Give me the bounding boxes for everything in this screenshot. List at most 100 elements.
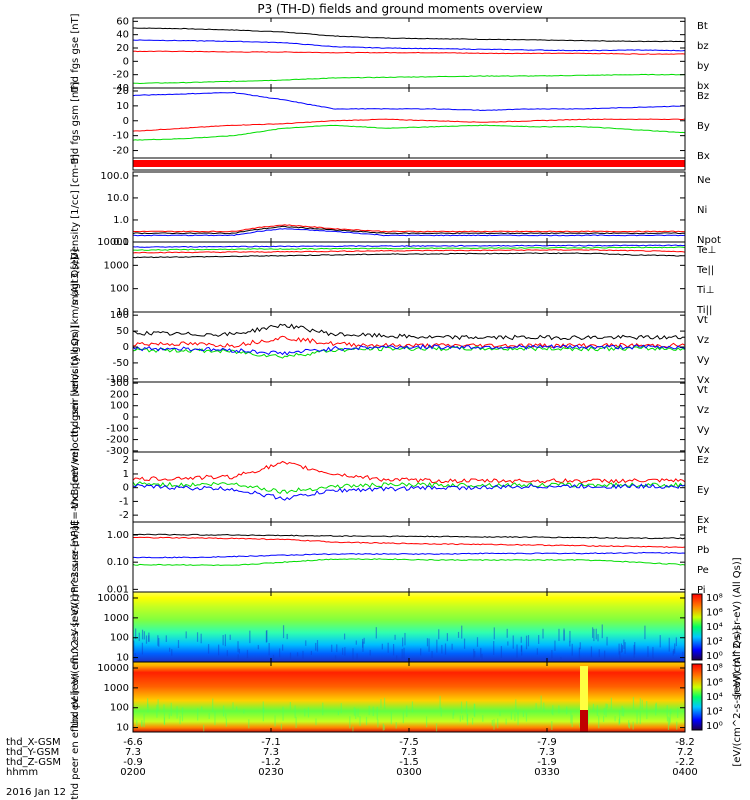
x-row-value: 7.3 bbox=[539, 747, 555, 758]
spectrogram-texture bbox=[444, 643, 447, 655]
spectrogram-texture bbox=[515, 699, 517, 712]
spectrogram-9 bbox=[133, 592, 685, 662]
spectrogram-texture bbox=[377, 719, 379, 728]
colorbar-tick-label: 10⁸ bbox=[706, 663, 723, 674]
spectrogram-texture bbox=[473, 703, 475, 717]
spectrogram-texture bbox=[369, 649, 371, 656]
x-row-value: 7.2 bbox=[677, 747, 693, 758]
x-row-value: -8.2 bbox=[675, 737, 695, 748]
y-axis-label: E=-VxB [mV/m] bbox=[70, 448, 81, 526]
spectrogram-texture bbox=[579, 642, 581, 650]
spectrogram-texture bbox=[558, 705, 560, 714]
series-line-Te|| bbox=[132, 252, 686, 259]
spectrogram-texture bbox=[305, 640, 307, 646]
spectrogram-texture bbox=[368, 705, 370, 716]
spectrogram-texture bbox=[551, 650, 553, 659]
colorbar-tick-label: 10⁴ bbox=[706, 622, 723, 633]
series-line-Bx bbox=[132, 91, 686, 112]
colorbar-9 bbox=[692, 594, 702, 660]
spectrogram-texture bbox=[143, 713, 145, 728]
spectrogram-texture bbox=[440, 707, 442, 717]
series-line-Te⊥ bbox=[132, 249, 686, 254]
spectrogram-texture bbox=[465, 701, 468, 714]
spectrogram-texture bbox=[592, 627, 594, 638]
spectrogram-texture bbox=[571, 643, 573, 656]
spectrogram-texture bbox=[352, 648, 354, 661]
spectrogram-texture bbox=[426, 638, 429, 647]
spectrogram-texture bbox=[596, 705, 598, 716]
x-row-value: -6.6 bbox=[123, 737, 143, 748]
spectrogram-texture bbox=[598, 649, 600, 658]
spectrogram-texture bbox=[372, 706, 374, 717]
x-row-value: 7.3 bbox=[125, 747, 141, 758]
spectrogram-texture bbox=[147, 698, 149, 708]
spectrogram-texture bbox=[185, 631, 187, 639]
spectrogram-texture bbox=[135, 628, 137, 640]
legend-Pi: Pi bbox=[697, 585, 706, 596]
spectrogram-texture bbox=[587, 713, 589, 724]
spectrogram-texture bbox=[232, 702, 234, 709]
y-tick-label: 20 bbox=[116, 86, 129, 97]
legend-Pe: Pe bbox=[697, 565, 709, 576]
panel-10: 10⁸ 10⁶ 10⁴ 10² 10⁰ [eV/(cm^2-s-sr-eV) (All Q… bbox=[70, 594, 743, 799]
legend-Ti⊥: Ti⊥ bbox=[696, 285, 714, 296]
spectrogram-texture bbox=[438, 629, 440, 640]
spectrogram-texture bbox=[480, 647, 482, 658]
spectrogram-texture bbox=[666, 705, 668, 717]
x-row-value: -0.9 bbox=[123, 757, 143, 768]
y-tick-label: -100 bbox=[106, 374, 129, 385]
spectrogram-texture bbox=[554, 640, 556, 651]
series-line-bx bbox=[132, 39, 686, 52]
spectrogram-texture bbox=[349, 716, 351, 729]
spectrogram-10 bbox=[133, 662, 685, 732]
spectrogram-texture bbox=[566, 706, 568, 715]
spectrogram-texture bbox=[668, 637, 670, 652]
spectrogram-texture bbox=[411, 701, 414, 713]
y-axis-label: Density [1/cc] [cm-3] bbox=[70, 154, 81, 260]
spectrogram-texture bbox=[641, 699, 643, 710]
x-row-label: thd_X-GSM bbox=[6, 737, 61, 748]
spectrogram-texture bbox=[628, 720, 630, 728]
spectrogram-texture bbox=[634, 642, 636, 655]
series-line-Pt bbox=[133, 533, 686, 540]
spectrogram-texture bbox=[272, 654, 275, 662]
spectrogram-texture bbox=[225, 718, 227, 727]
spectrogram-texture bbox=[181, 707, 184, 722]
spectrogram-texture bbox=[266, 630, 268, 643]
spectrogram-texture bbox=[353, 707, 356, 716]
spectrogram-texture bbox=[342, 647, 344, 655]
spectrogram-texture bbox=[431, 650, 433, 658]
y-tick-label: -200 bbox=[106, 435, 129, 446]
spectrogram-texture bbox=[282, 644, 284, 651]
spectrogram-texture bbox=[491, 719, 493, 726]
spectrogram-texture bbox=[289, 652, 292, 662]
panel-2: Bz By Bx 20 10 0 -10 -20 thd fgs gsm [nT] bbox=[70, 82, 710, 165]
legend-Vy: Vy bbox=[697, 355, 710, 366]
spectrogram-texture bbox=[516, 644, 518, 658]
y-tick-label: 100 bbox=[110, 401, 129, 412]
spectrogram-texture bbox=[623, 639, 625, 650]
spectrogram-texture bbox=[675, 637, 677, 647]
spectrogram-texture bbox=[639, 698, 641, 710]
spectrogram-texture bbox=[274, 715, 276, 727]
spectrogram-texture bbox=[673, 649, 675, 654]
spectrogram-texture bbox=[163, 713, 166, 726]
spectrogram-texture bbox=[570, 710, 572, 724]
spectrogram-texture bbox=[439, 695, 441, 710]
spectrogram-texture bbox=[248, 719, 250, 729]
spectrogram-texture bbox=[208, 713, 210, 720]
spectrogram-texture bbox=[310, 650, 312, 655]
series-line-Bz bbox=[132, 118, 686, 132]
y-tick-label: 20 bbox=[116, 43, 129, 54]
spectrogram-texture bbox=[647, 646, 649, 657]
spectrogram-texture bbox=[157, 699, 159, 711]
spectrogram-texture bbox=[403, 647, 405, 659]
spectrogram-texture bbox=[466, 713, 469, 726]
spectrogram-texture bbox=[200, 633, 202, 644]
series-line-Ti⊥ bbox=[132, 244, 686, 248]
panel-frame bbox=[132, 381, 686, 453]
spectrogram-texture bbox=[134, 653, 136, 660]
spectrogram-texture bbox=[457, 631, 460, 638]
spectrogram-texture bbox=[179, 715, 181, 725]
spectrogram-texture bbox=[619, 651, 621, 659]
